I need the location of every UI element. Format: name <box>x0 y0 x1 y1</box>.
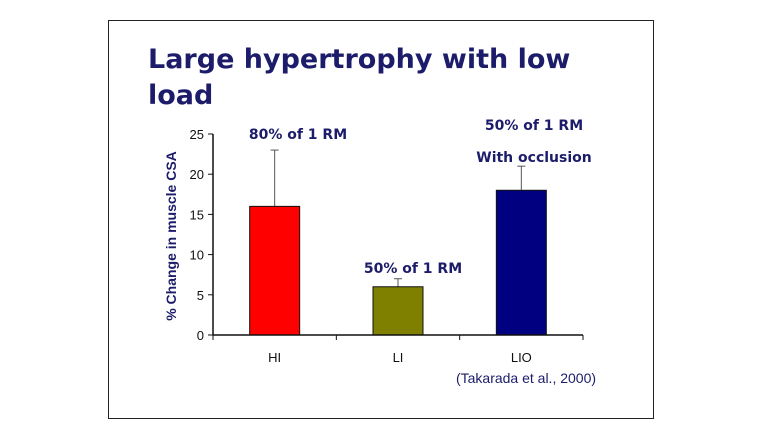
annotation-hi: 80% of 1 RM <box>249 127 347 143</box>
bar-lio <box>495 189 547 336</box>
y-tick-label: 20 <box>190 167 204 182</box>
x-tick-label: HI <box>268 350 281 365</box>
slide-frame <box>108 20 654 419</box>
y-tick-label: 5 <box>197 288 204 303</box>
x-tick-label: LI <box>393 350 404 365</box>
y-tick-label: 10 <box>190 248 204 263</box>
bar-li <box>372 286 424 336</box>
annotation-lio-1: 50% of 1 RM <box>485 118 583 134</box>
citation: (Takarada et al., 2000) <box>456 370 596 386</box>
y-axis-label: % Change in muscle CSA <box>163 151 179 321</box>
bar-hi <box>249 205 301 336</box>
annotation-lio-2: With occlusion <box>476 150 591 166</box>
annotation-li: 50% of 1 RM <box>364 261 462 277</box>
chart-title: Large hypertrophy with low load <box>148 44 571 111</box>
y-tick-label: 25 <box>190 127 204 142</box>
x-tick-label: LIO <box>511 350 532 365</box>
y-tick-label: 15 <box>190 207 204 222</box>
y-tick-label: 0 <box>197 328 204 343</box>
